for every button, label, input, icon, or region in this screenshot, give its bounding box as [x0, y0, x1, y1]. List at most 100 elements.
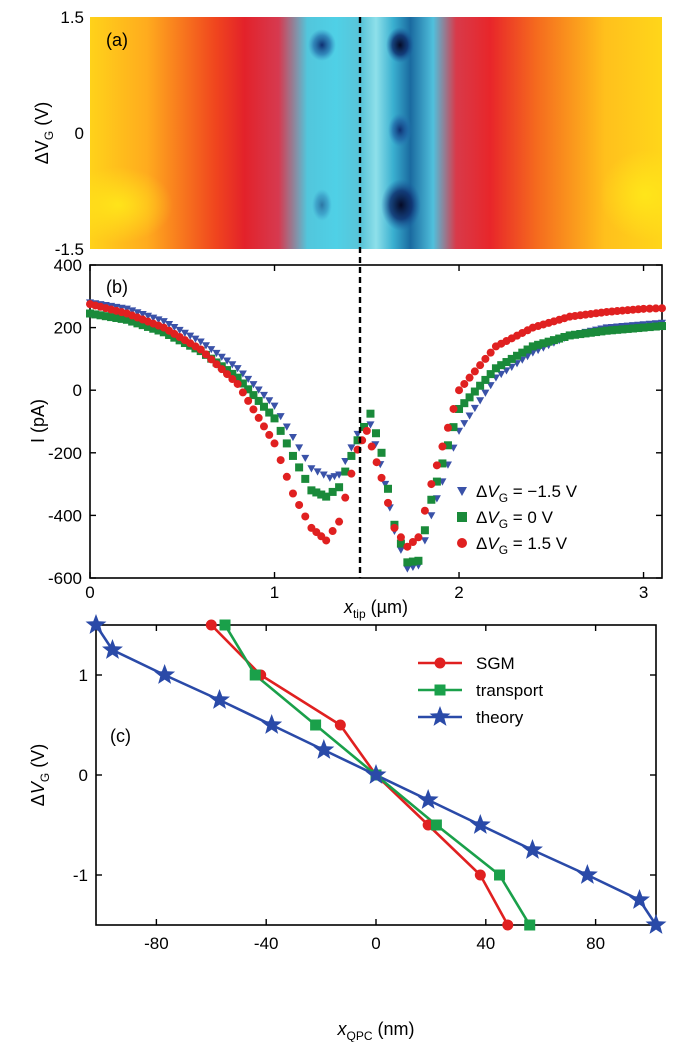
panel-b-tag: (b): [106, 277, 128, 297]
panel-b-point: [432, 461, 441, 470]
panel-b-point: [403, 565, 412, 573]
panel-b-point: [607, 326, 616, 335]
panel-b-point: [265, 408, 274, 417]
panel-b-point: [233, 373, 242, 382]
panel-b-point: [367, 442, 376, 451]
panel-b-legend-label: ΔVG = 0 V: [476, 508, 554, 531]
panel-b-point: [372, 458, 381, 467]
panel-b-point: [249, 391, 258, 400]
panel-b-point: [366, 421, 375, 429]
panel-b-point: [254, 386, 263, 394]
panel-c-legend-label: SGM: [476, 654, 515, 673]
panel-c-series-markers: [85, 614, 667, 934]
panel-b-point: [507, 354, 516, 363]
panel-c-x-tick-label: -80: [144, 934, 169, 953]
panel-b-point: [470, 367, 479, 376]
panel-b-point: [249, 405, 258, 414]
panel-c-point: [502, 919, 514, 931]
panel-b-point: [228, 361, 237, 369]
panel-c-point: [524, 919, 536, 931]
panel-b-point: [420, 537, 429, 545]
panel-b-point: [645, 304, 654, 313]
panel-b-point: [282, 423, 291, 431]
panel-b-point: [592, 328, 601, 337]
panel-b-point: [165, 321, 174, 329]
panel-c-point: [629, 889, 650, 909]
panel-b-point: [207, 346, 216, 354]
panel-b-point: [634, 324, 643, 333]
panel-b-legend-label: ΔVG = −1.5 V: [476, 482, 578, 505]
panel-b-point: [560, 332, 569, 341]
panel-b-point: [265, 397, 274, 405]
panel-b-point: [414, 556, 423, 565]
panel-b-point: [408, 557, 417, 566]
panel-b-x-tick-label: 2: [454, 583, 463, 602]
panel-b-point: [223, 357, 232, 365]
panel-a-y-axis-label: ΔVG (V): [32, 102, 56, 164]
heatmap-yellow-glow-right: [600, 150, 662, 240]
panel-b-point: [86, 309, 94, 318]
panel-b-y-tick-label: 400: [54, 256, 82, 275]
panel-b-point: [414, 533, 423, 542]
panel-a-heatmap: ΔVG (V) 1.5 0 -1.5 (a): [32, 8, 662, 259]
panel-b-point: [259, 422, 268, 431]
panel-b-point: [128, 317, 137, 326]
panel-c-x-tick-label: -40: [254, 934, 279, 953]
panel-b-point: [381, 480, 390, 489]
panel-b-point: [196, 338, 205, 346]
panel-c-x-tick-label: 40: [476, 934, 495, 953]
panel-b-point: [217, 353, 226, 361]
panel-b-frame: [89, 264, 663, 579]
panel-b-point: [196, 345, 205, 354]
heatmap-yellow-glow-left: [90, 167, 173, 243]
panel-b-point: [481, 354, 490, 363]
panel-c-point: [469, 814, 491, 834]
panel-b-point: [301, 454, 310, 463]
panel-b-point: [408, 538, 417, 547]
panel-b-point: [502, 358, 511, 367]
heatmap-spot: [388, 113, 412, 147]
panel-b-point: [383, 498, 392, 507]
panel-b-point: [341, 457, 350, 466]
panel-c-point: [430, 819, 442, 831]
panel-b-legend-marker: [457, 538, 467, 548]
heatmap-spot: [312, 189, 332, 221]
panel-b-point: [259, 402, 268, 411]
panel-b-point: [244, 396, 253, 405]
panel-b-point: [427, 480, 436, 489]
panel-b-point: [322, 492, 331, 501]
panel-c-legend: SGM transport theory: [418, 654, 543, 727]
panel-b-point: [301, 512, 310, 521]
panel-b-point: [328, 527, 337, 536]
panel-b-point: [396, 546, 405, 554]
panel-b-point: [212, 349, 221, 358]
panel-b-y-tick-label: 0: [73, 381, 82, 400]
heatmap-spot: [308, 29, 336, 61]
panel-b-point: [586, 328, 595, 337]
panel-b-point: [460, 420, 469, 428]
panel-b-point: [301, 474, 310, 483]
panel-b-point: [319, 471, 328, 479]
panel-b-point: [186, 332, 195, 340]
panel-b-series-group: [86, 300, 666, 551]
panel-b-point: [330, 473, 339, 481]
panel-b-point: [238, 379, 247, 388]
panel-b-point: [335, 471, 344, 479]
panel-b-point: [470, 387, 479, 396]
panel-b-point: [312, 488, 321, 497]
panel-b-point: [265, 430, 274, 439]
panel-b-point: [223, 370, 232, 379]
panel-b-point: [217, 365, 226, 374]
panel-b-point: [341, 467, 350, 476]
panel-c-legend-label: theory: [476, 708, 524, 727]
panel-b-point: [201, 342, 210, 350]
panel-c-legend-marker: [434, 684, 446, 696]
panel-b-point: [112, 313, 121, 322]
panel-b-point: [549, 336, 558, 345]
panel-b-point: [249, 381, 258, 389]
panel-b-point: [555, 334, 564, 343]
panel-b-point: [465, 412, 474, 420]
panel-b-legend-marker: [457, 512, 467, 522]
panel-b-point: [639, 304, 648, 313]
